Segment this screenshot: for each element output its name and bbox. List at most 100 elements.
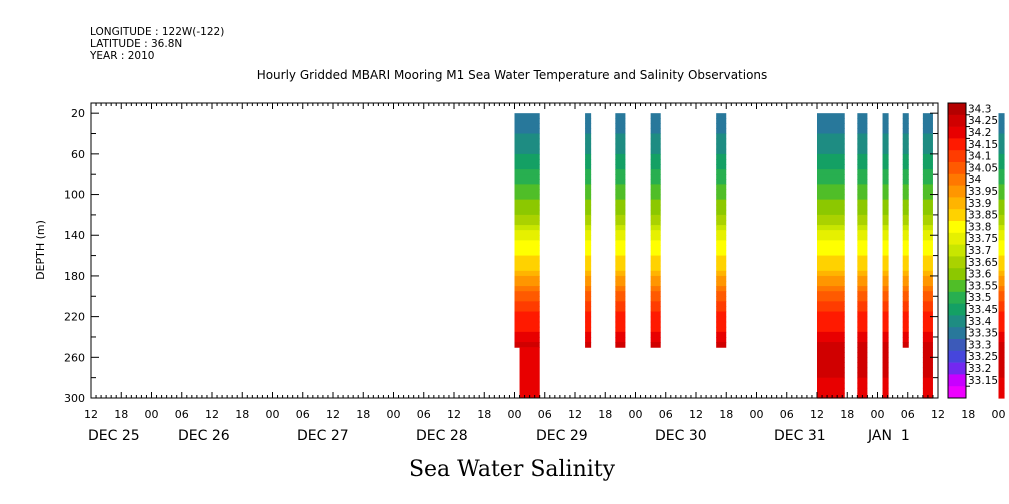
contour-cell [817, 219, 845, 226]
colorbar-label: 33.85 [968, 210, 998, 222]
contour-cell [716, 255, 727, 262]
contour-cell [817, 153, 845, 160]
contour-cell [514, 138, 540, 145]
contour-cell [514, 260, 540, 267]
contour-cell [716, 301, 727, 308]
contour-cell [650, 250, 661, 257]
contour-cell [650, 275, 661, 282]
contour-cell [857, 367, 868, 374]
contour-cell [857, 235, 868, 241]
contour-cell [615, 219, 626, 226]
contour-cell [716, 281, 727, 287]
contour-cell [514, 281, 540, 287]
contour-cell [857, 128, 868, 135]
x-tick-label: 06 [780, 408, 794, 421]
contour-cell [716, 158, 727, 165]
contour-cell [585, 128, 592, 135]
data-column [998, 113, 1005, 399]
contour-cell [882, 118, 889, 124]
contour-cell [922, 316, 933, 323]
colorbar-label: 33.75 [968, 233, 998, 245]
y-tick-label: 260 [64, 351, 85, 364]
contour-cell [514, 342, 540, 348]
contour-cell [882, 347, 889, 353]
contour-cell [998, 174, 1005, 180]
contour-cell [922, 265, 933, 272]
contour-cell [902, 113, 909, 119]
contour-cell [615, 184, 626, 191]
contour-cell [922, 377, 933, 384]
contour-cell [857, 321, 868, 328]
contour-cell [514, 199, 540, 206]
contour-cell [817, 164, 845, 170]
contour-cell [650, 342, 661, 348]
x-tick-label: 18 [598, 408, 612, 421]
contour-cell [902, 321, 909, 328]
contour-cell [922, 250, 933, 257]
contour-cell [922, 138, 933, 145]
contour-cell [882, 148, 889, 155]
contour-cell [585, 255, 592, 262]
colorbar-label: 33.65 [968, 257, 998, 269]
contour-cell [650, 123, 661, 130]
contour-cell [514, 316, 540, 323]
contour-cell [716, 260, 727, 267]
contour-cell [857, 352, 868, 358]
contour-cell [998, 189, 1005, 196]
contour-cell [817, 158, 845, 165]
contour-cell [650, 174, 661, 180]
contour-cell [716, 336, 727, 343]
contour-cell [902, 265, 909, 272]
contour-cell [998, 184, 1005, 191]
contour-cell [998, 362, 1005, 369]
contour-cell [882, 133, 889, 140]
contour-cell [716, 123, 727, 130]
contour-cell [817, 316, 845, 323]
contour-cell [817, 342, 845, 348]
contour-cell [817, 209, 845, 216]
colorbar-swatch [948, 209, 966, 222]
contour-cell [857, 169, 868, 175]
contour-cell [922, 291, 933, 297]
contour-cell [857, 286, 868, 292]
x-tick-label: 06 [417, 408, 431, 421]
contour-cell [817, 331, 845, 338]
contour-cell [922, 326, 933, 333]
contour-cell [650, 240, 661, 247]
contour-cell [998, 336, 1005, 343]
data-column [902, 113, 909, 348]
contour-cell [882, 357, 889, 363]
contour-cell [857, 118, 868, 124]
contour-cell [514, 296, 540, 302]
contour-cell [998, 296, 1005, 302]
contour-cell [922, 336, 933, 343]
colorbar-label: 33.4 [968, 316, 992, 328]
contour-cell [998, 387, 1005, 394]
contour-cell [615, 138, 626, 145]
contour-cell [514, 133, 540, 140]
contour-cell [650, 133, 661, 140]
contour-cell [585, 194, 592, 201]
contour-cell [902, 169, 909, 175]
contour-cell [514, 235, 540, 241]
contour-cell [817, 250, 845, 257]
contour-cell [514, 326, 540, 333]
contour-cell [922, 199, 933, 206]
contour-cell [922, 225, 933, 231]
contour-cell [585, 225, 592, 231]
contour-cell [817, 260, 845, 267]
contour-cell [998, 245, 1005, 252]
x-tick-label: 18 [235, 408, 249, 421]
contour-cell [998, 392, 1005, 399]
x-day-label: DEC 30 [655, 428, 707, 444]
contour-cell [857, 209, 868, 216]
contour-cell [902, 316, 909, 323]
contour-cell [902, 153, 909, 160]
contour-cell [882, 255, 889, 262]
contour-cell [585, 153, 592, 160]
contour-cell [998, 240, 1005, 247]
contour-cell [882, 296, 889, 302]
contour-cell [857, 306, 868, 313]
contour-cell [514, 143, 540, 150]
contour-cell [882, 372, 889, 379]
